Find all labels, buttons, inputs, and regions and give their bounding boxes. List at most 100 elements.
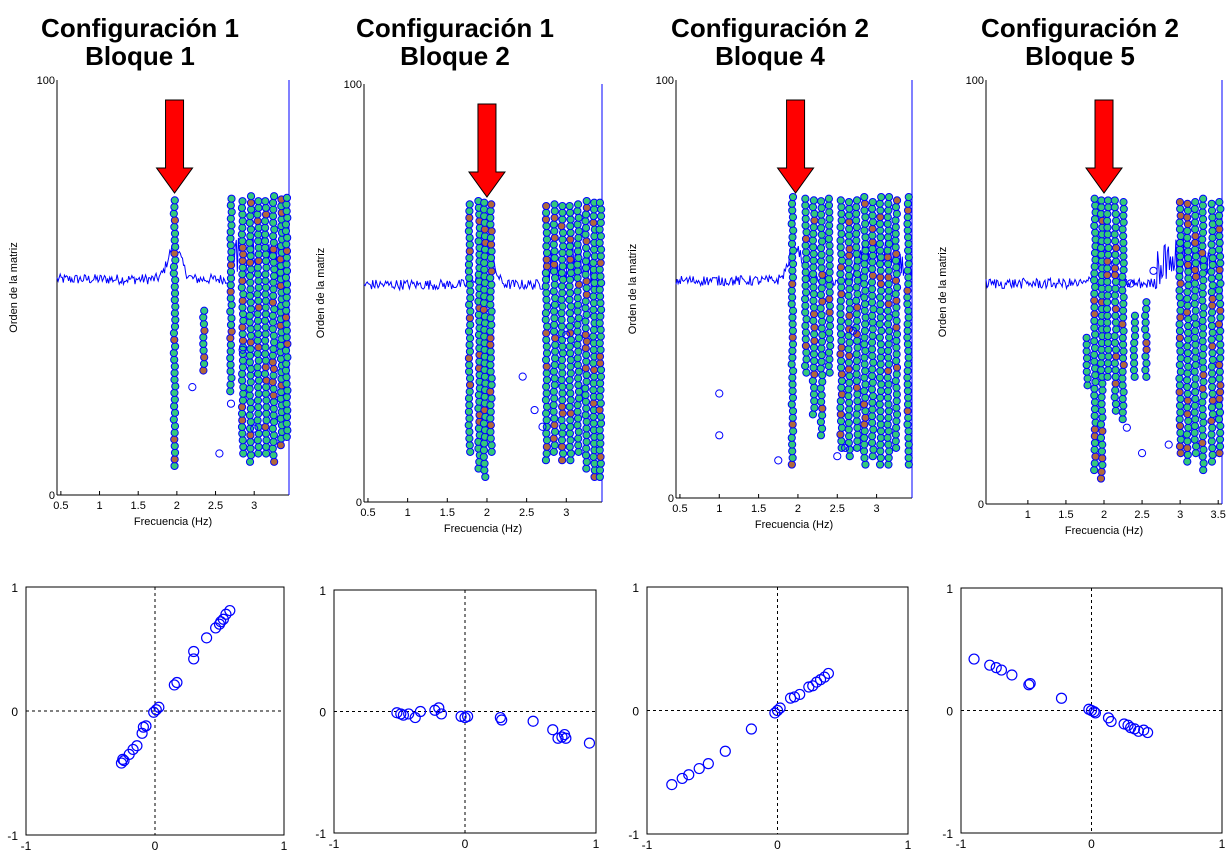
pole-marker (1119, 292, 1128, 302)
pole-marker (1216, 421, 1225, 431)
x-tick-label: 3 (251, 500, 257, 512)
pole-marker (1175, 292, 1184, 302)
x-tick-label: 1.5 (131, 500, 146, 512)
pole-marker (261, 336, 270, 345)
pole-marker (809, 309, 819, 319)
pole-marker (268, 424, 277, 433)
pole-marker (837, 437, 846, 446)
pole-marker (238, 416, 247, 425)
pole-marker (466, 287, 475, 296)
pole-marker (486, 313, 495, 323)
x-tick-label: 1 (281, 839, 288, 852)
pole-marker (1119, 326, 1128, 336)
x-tick-label: 0.5 (360, 507, 375, 519)
pole-marker (1183, 410, 1192, 419)
pole-marker (884, 460, 893, 469)
pole-marker (1103, 257, 1112, 266)
pole-marker (541, 275, 551, 284)
pole-marker (226, 353, 235, 363)
pole-marker (868, 211, 877, 220)
pole-marker (465, 347, 475, 356)
x-tick-label: 1.5 (440, 507, 455, 519)
pole-marker (269, 397, 279, 407)
pole-marker (253, 270, 262, 279)
pole-marker (262, 416, 271, 425)
pole-marker (904, 393, 913, 402)
pole-marker (1215, 367, 1224, 376)
pole-marker (566, 369, 575, 378)
pole-marker (170, 282, 179, 291)
pole-marker (486, 293, 495, 303)
pole-marker (1208, 247, 1217, 256)
pole-marker (261, 223, 270, 232)
pole-marker (1111, 379, 1120, 388)
pole-marker (852, 202, 861, 212)
pole-marker (464, 227, 473, 236)
pole-marker (1090, 269, 1099, 278)
pole-marker (844, 432, 854, 441)
pole-marker (892, 370, 901, 379)
pole-marker (596, 459, 605, 468)
pole-marker (817, 250, 826, 259)
pole-marker (825, 335, 835, 344)
unstable-pole-marker (1137, 449, 1147, 458)
pole-marker (1190, 204, 1199, 213)
pole-marker (788, 333, 797, 342)
pole-marker (226, 274, 236, 283)
unstable-pole-marker (562, 330, 571, 339)
pole-marker (486, 233, 495, 242)
pole-marker (238, 363, 248, 372)
pole-marker (246, 338, 255, 347)
pole-marker (581, 364, 590, 373)
pole-marker (884, 413, 893, 422)
pole-marker (1119, 387, 1128, 397)
pole-marker (1198, 289, 1207, 298)
pole-marker (801, 274, 810, 284)
pole-marker (801, 221, 810, 230)
pole-marker (1176, 299, 1185, 308)
pole-marker (582, 350, 591, 359)
pole-marker (836, 309, 845, 319)
pole-marker (809, 343, 819, 352)
pole-marker (596, 399, 605, 408)
pole-marker (1208, 260, 1217, 269)
pole-marker (283, 406, 292, 415)
pole-marker (550, 441, 559, 450)
pole-marker (1175, 340, 1184, 349)
pole-marker (487, 227, 496, 236)
pole-marker (1199, 445, 1208, 454)
mode-component-marker (117, 753, 129, 765)
pole-marker (541, 215, 551, 224)
pole-marker (1215, 408, 1225, 417)
pole-marker (581, 324, 590, 333)
pole-marker (282, 246, 292, 256)
pole-marker (566, 409, 575, 418)
pole-marker (1207, 430, 1216, 439)
unstable-pole-marker (188, 383, 197, 392)
y-tick-label: -1 (942, 827, 953, 841)
pole-marker (860, 453, 869, 462)
pole-marker (595, 339, 604, 348)
pole-marker (1090, 391, 1099, 400)
pole-marker (558, 248, 567, 257)
pole-marker (581, 451, 591, 460)
pole-marker (1090, 350, 1099, 359)
pole-marker (550, 414, 559, 423)
y-axis-label: Orden de la matriz (315, 248, 327, 338)
pole-marker (1198, 350, 1207, 359)
pole-marker (1190, 333, 1200, 342)
pole-marker (1199, 255, 1208, 264)
pole-marker (860, 266, 870, 275)
mode-component-marker (210, 622, 222, 634)
pole-marker (1198, 282, 1207, 292)
pole-marker (486, 253, 496, 262)
pole-marker (1118, 333, 1127, 342)
pole-marker (226, 287, 235, 296)
pole-marker (801, 214, 810, 223)
pole-marker (486, 334, 495, 343)
pole-marker (836, 410, 845, 419)
pole-marker (809, 363, 818, 372)
pole-marker (1199, 262, 1208, 271)
pole-marker (868, 325, 877, 334)
pole-marker (283, 213, 292, 222)
